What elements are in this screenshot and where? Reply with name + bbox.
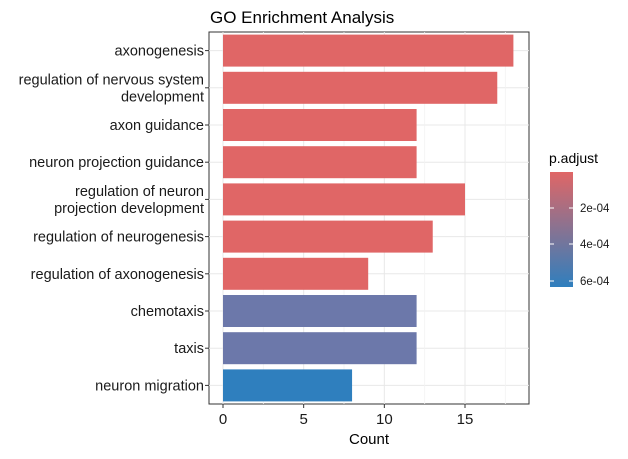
category-label: axon guidance bbox=[110, 118, 204, 134]
x-tick-label: 15 bbox=[457, 411, 474, 428]
x-axis-ticks: 0 5 10 15 bbox=[219, 404, 474, 428]
bars bbox=[223, 34, 514, 402]
category-label: projection development bbox=[54, 201, 204, 217]
category-label: axonogenesis bbox=[115, 44, 205, 60]
bar bbox=[223, 295, 417, 327]
x-axis-label: Count bbox=[349, 431, 390, 448]
category-labels: axonogenesis regulation of nervous system… bbox=[19, 44, 209, 394]
chart-title: GO Enrichment Analysis bbox=[210, 8, 394, 27]
legend-tick-label: 2e-04 bbox=[580, 203, 610, 215]
x-tick-label: 10 bbox=[376, 411, 393, 428]
legend-ticks: 2e-04 4e-04 6e-04 bbox=[550, 203, 610, 288]
bar bbox=[223, 220, 433, 253]
legend-tick-label: 4e-04 bbox=[580, 239, 610, 251]
bar bbox=[223, 369, 353, 402]
legend-title: p.adjust bbox=[549, 150, 598, 166]
category-label: taxis bbox=[174, 341, 204, 357]
category-label: neuron migration bbox=[95, 378, 204, 394]
bar bbox=[223, 332, 417, 365]
x-tick-label: 5 bbox=[299, 411, 307, 428]
category-label: regulation of axonogenesis bbox=[31, 267, 204, 283]
bar bbox=[223, 34, 514, 67]
legend-tick-label: 6e-04 bbox=[580, 276, 610, 288]
category-label: neuron projection guidance bbox=[29, 155, 204, 171]
category-label: development bbox=[121, 89, 204, 105]
color-legend: p.adjust 2e-04 4e-04 6e-04 bbox=[549, 150, 610, 288]
category-label: regulation of nervous system bbox=[19, 72, 204, 88]
category-label: regulation of neurogenesis bbox=[33, 230, 204, 246]
bar bbox=[223, 71, 498, 104]
bar bbox=[223, 257, 369, 290]
x-tick-label: 0 bbox=[219, 411, 227, 428]
bar bbox=[223, 183, 465, 216]
bar bbox=[223, 146, 417, 179]
legend-colorbar bbox=[550, 172, 573, 287]
bar bbox=[223, 109, 417, 141]
category-label: chemotaxis bbox=[131, 304, 204, 320]
category-label: regulation of neuron bbox=[75, 184, 204, 200]
